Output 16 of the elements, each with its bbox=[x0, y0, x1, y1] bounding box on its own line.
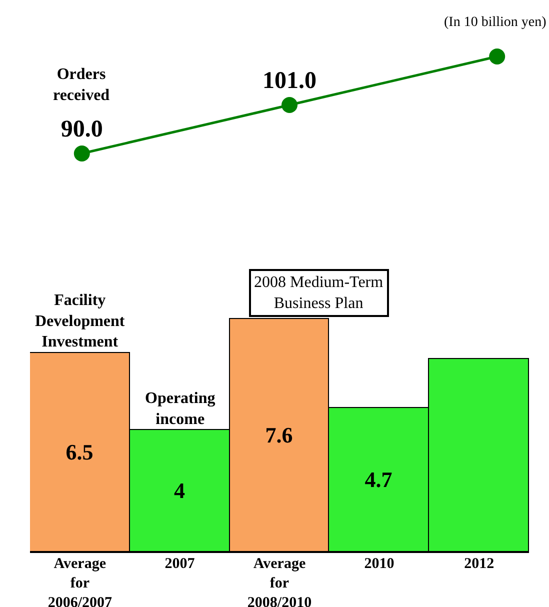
data-label: 90.0 bbox=[60, 116, 103, 142]
data-label: 101.0 bbox=[262, 68, 316, 94]
x-tick-label: 2007 bbox=[164, 556, 196, 572]
series-label: Operating income bbox=[145, 390, 216, 428]
x-tick-label: 2012 bbox=[464, 556, 494, 572]
series-label: Facility Development Investment bbox=[35, 292, 126, 351]
data-label: 6.5 bbox=[66, 440, 94, 464]
text: Orders received bbox=[53, 66, 110, 104]
text: (In 10 billion yen) bbox=[444, 15, 547, 30]
data-label: 4.7 bbox=[364, 467, 392, 492]
data-label: 4 bbox=[174, 478, 185, 503]
x-tick-label: Average for 2008/2010 bbox=[247, 556, 312, 607]
x-tick-label: 2010 bbox=[364, 556, 394, 572]
data-label: 7.6 bbox=[265, 422, 293, 448]
text: 2008 Medium-Term Business Plan bbox=[254, 274, 384, 312]
x-tick-label: Average for 2006/2007 bbox=[48, 556, 112, 607]
